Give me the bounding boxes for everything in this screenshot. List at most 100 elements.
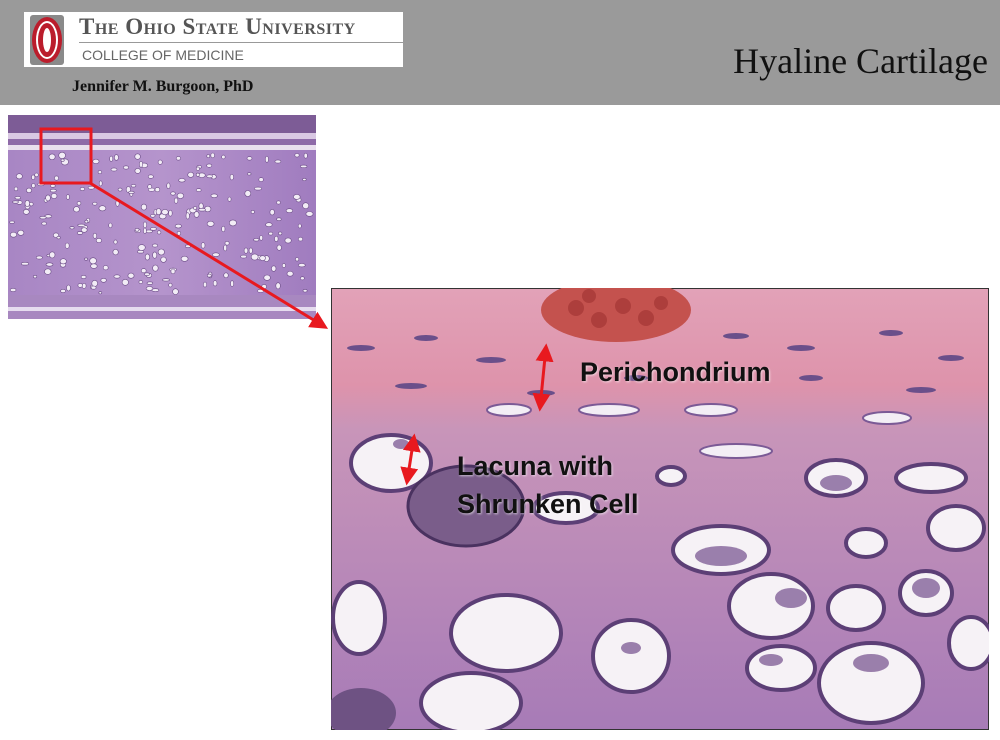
lacuna-dot — [92, 232, 97, 239]
lacuna-dot — [184, 244, 191, 248]
slide-title: Hyaline Cartilage — [733, 41, 988, 81]
lacuna-dot — [265, 222, 273, 227]
lacuna-dot — [137, 244, 146, 251]
lacuna-dot — [80, 227, 88, 233]
lacuna-dot — [206, 163, 213, 168]
lacuna-dot — [294, 153, 300, 158]
zoom-region-box — [39, 127, 93, 185]
lacuna-dot — [100, 278, 107, 283]
lacuna-dot — [79, 187, 85, 192]
lacuna-dot — [98, 205, 107, 212]
lacuna-dot — [193, 211, 200, 218]
lacuna-dot — [264, 155, 269, 163]
high-magnification-micrograph — [331, 288, 989, 730]
lacuna-dot — [152, 264, 159, 272]
lacuna-dot — [140, 268, 147, 274]
lacuna-dot — [34, 172, 39, 178]
lacuna-dot — [12, 200, 19, 204]
lacuna-dot — [35, 255, 43, 260]
lacuna-dot — [112, 249, 119, 256]
lacuna-dot — [293, 194, 301, 200]
lacuna-dot — [300, 164, 308, 169]
lacuna-dot — [22, 209, 30, 215]
lacuna-dot — [66, 194, 70, 200]
lacuna-dot — [269, 209, 275, 216]
lacuna-dot — [87, 185, 95, 190]
lacuna-dot — [73, 206, 80, 213]
lacuna-dot — [212, 252, 220, 257]
lacuna-dot — [49, 251, 56, 259]
lacuna-dot — [257, 288, 265, 293]
lacuna-dot — [89, 257, 97, 265]
lacuna-dot — [271, 265, 277, 272]
college-name: COLLEGE OF MEDICINE — [82, 47, 244, 63]
lacuna-dot — [154, 187, 161, 193]
lacuna-dot — [228, 219, 237, 227]
lacuna-dot — [274, 159, 282, 164]
lacuna-dot — [150, 214, 156, 218]
lacuna-dot — [157, 230, 162, 235]
lacuna-dot — [206, 154, 211, 159]
lacuna-dot — [84, 257, 89, 261]
university-name: The Ohio State University — [79, 14, 356, 39]
lacuna-dot — [276, 200, 281, 205]
lacuna-dot — [162, 278, 170, 282]
lacuna-dot — [221, 154, 226, 160]
lacuna-dot — [174, 197, 179, 204]
lacuna-dot — [305, 211, 314, 217]
lacuna-dot — [244, 190, 252, 197]
lacuna-dot — [221, 225, 226, 233]
lacuna-dot — [302, 289, 308, 293]
lacuna-dot — [76, 201, 82, 206]
lacuna-dot — [157, 159, 163, 165]
lacuna-dot — [195, 166, 200, 171]
lacuna-dot — [9, 288, 17, 293]
lacuna-dot — [253, 238, 260, 242]
lacuna-dot — [297, 223, 302, 229]
lacuna-dot — [281, 263, 286, 268]
lacuna-dot — [98, 180, 103, 187]
lacuna-dot — [80, 275, 87, 280]
lacuna-dot — [151, 288, 160, 292]
lacuna-label-line2: Shrunken Cell — [457, 489, 639, 519]
lacuna-dot — [285, 208, 294, 213]
lacuna-dot — [261, 284, 267, 290]
lacuna-dot — [76, 231, 84, 235]
lacuna-dot — [250, 210, 255, 214]
lacuna-dot — [31, 183, 36, 189]
lacuna-dot — [77, 223, 86, 227]
lacuna-dot — [274, 235, 279, 242]
lacuna-dot — [170, 191, 176, 196]
lacuna-dot — [13, 186, 19, 192]
lacuna-dot — [14, 196, 22, 200]
lacuna-dot — [127, 272, 135, 279]
lacuna-dot — [206, 174, 213, 179]
lacuna-dot — [229, 173, 234, 181]
lacuna-dot — [115, 199, 120, 207]
lacuna-dot — [243, 247, 249, 254]
lacuna-dot — [146, 281, 154, 285]
lacuna-dot — [110, 167, 118, 172]
lacuna-dot — [56, 235, 61, 240]
lacuna-dot — [198, 207, 206, 212]
lacuna-dot — [102, 265, 109, 271]
lacuna-dot — [92, 158, 100, 164]
lacuna-dot — [210, 152, 215, 159]
lacuna-dot — [15, 173, 23, 180]
lacuna-dot — [45, 262, 54, 267]
lacuna-dot — [246, 156, 253, 161]
lacuna-dot — [254, 186, 262, 191]
lacuna-dot — [39, 215, 47, 220]
lacuna-dot — [230, 280, 235, 287]
lacuna-dot — [297, 263, 306, 268]
lacuna-dot — [31, 174, 36, 180]
lacuna-dot — [212, 280, 218, 287]
lacuna-dot — [259, 235, 264, 241]
lacuna-dot — [160, 256, 167, 263]
lacuna-dot — [114, 154, 119, 161]
logo-divider — [79, 42, 403, 43]
lacuna-dot — [166, 182, 171, 190]
lacuna-dot — [44, 268, 52, 275]
lacuna-dot — [17, 229, 25, 236]
lacuna-dot — [54, 175, 59, 181]
